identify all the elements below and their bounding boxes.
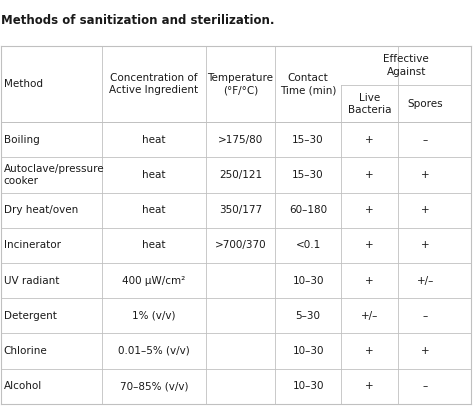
Text: UV radiant: UV radiant bbox=[4, 276, 59, 286]
Text: –: – bbox=[423, 135, 428, 145]
Text: 60–180: 60–180 bbox=[289, 205, 327, 215]
Text: Temperature
(°F/°C): Temperature (°F/°C) bbox=[208, 72, 273, 95]
Text: Boiling: Boiling bbox=[4, 135, 39, 145]
Text: Autoclave/pressure
cooker: Autoclave/pressure cooker bbox=[4, 164, 104, 186]
Text: 5–30: 5–30 bbox=[296, 311, 320, 321]
Text: 400 μW/cm²: 400 μW/cm² bbox=[122, 276, 186, 286]
Text: +: + bbox=[421, 205, 430, 215]
Text: <0.1: <0.1 bbox=[295, 240, 321, 250]
Text: –: – bbox=[423, 311, 428, 321]
Text: +: + bbox=[365, 240, 374, 250]
Text: heat: heat bbox=[142, 170, 166, 180]
Text: 1% (v/v): 1% (v/v) bbox=[132, 311, 176, 321]
Text: +: + bbox=[365, 346, 374, 356]
Text: +: + bbox=[365, 381, 374, 391]
Text: Incinerator: Incinerator bbox=[4, 240, 61, 250]
Text: 350/177: 350/177 bbox=[219, 205, 262, 215]
Text: +/–: +/– bbox=[417, 276, 434, 286]
Text: Detergent: Detergent bbox=[4, 311, 57, 321]
Text: 250/121: 250/121 bbox=[219, 170, 262, 180]
Text: Spores: Spores bbox=[408, 99, 443, 109]
Text: >175/80: >175/80 bbox=[218, 135, 263, 145]
Text: Method: Method bbox=[4, 79, 43, 89]
Text: +: + bbox=[421, 240, 430, 250]
Text: heat: heat bbox=[142, 240, 166, 250]
Text: Chlorine: Chlorine bbox=[4, 346, 47, 356]
Text: +: + bbox=[365, 170, 374, 180]
Text: +: + bbox=[365, 135, 374, 145]
Text: 70–85% (v/v): 70–85% (v/v) bbox=[120, 381, 188, 391]
Text: Dry heat/oven: Dry heat/oven bbox=[4, 205, 78, 215]
Text: +/–: +/– bbox=[361, 311, 378, 321]
Text: heat: heat bbox=[142, 205, 166, 215]
Text: 0.01–5% (v/v): 0.01–5% (v/v) bbox=[118, 346, 190, 356]
Text: +: + bbox=[421, 170, 430, 180]
Text: >700/370: >700/370 bbox=[215, 240, 266, 250]
Text: 15–30: 15–30 bbox=[292, 170, 324, 180]
Text: Alcohol: Alcohol bbox=[4, 381, 42, 391]
Text: Methods of sanitization and sterilization.: Methods of sanitization and sterilizatio… bbox=[1, 14, 275, 27]
Text: +: + bbox=[421, 346, 430, 356]
Text: Concentration of
Active Ingredient: Concentration of Active Ingredient bbox=[109, 72, 199, 95]
Text: Contact
Time (min): Contact Time (min) bbox=[280, 72, 336, 95]
Text: 15–30: 15–30 bbox=[292, 135, 324, 145]
Text: 10–30: 10–30 bbox=[292, 346, 324, 356]
Text: heat: heat bbox=[142, 135, 166, 145]
Text: +: + bbox=[365, 276, 374, 286]
Text: Effective
Against: Effective Against bbox=[383, 54, 429, 77]
Text: –: – bbox=[423, 381, 428, 391]
Text: Live
Bacteria: Live Bacteria bbox=[348, 92, 392, 115]
Text: +: + bbox=[365, 205, 374, 215]
Text: 10–30: 10–30 bbox=[292, 381, 324, 391]
Text: 10–30: 10–30 bbox=[292, 276, 324, 286]
